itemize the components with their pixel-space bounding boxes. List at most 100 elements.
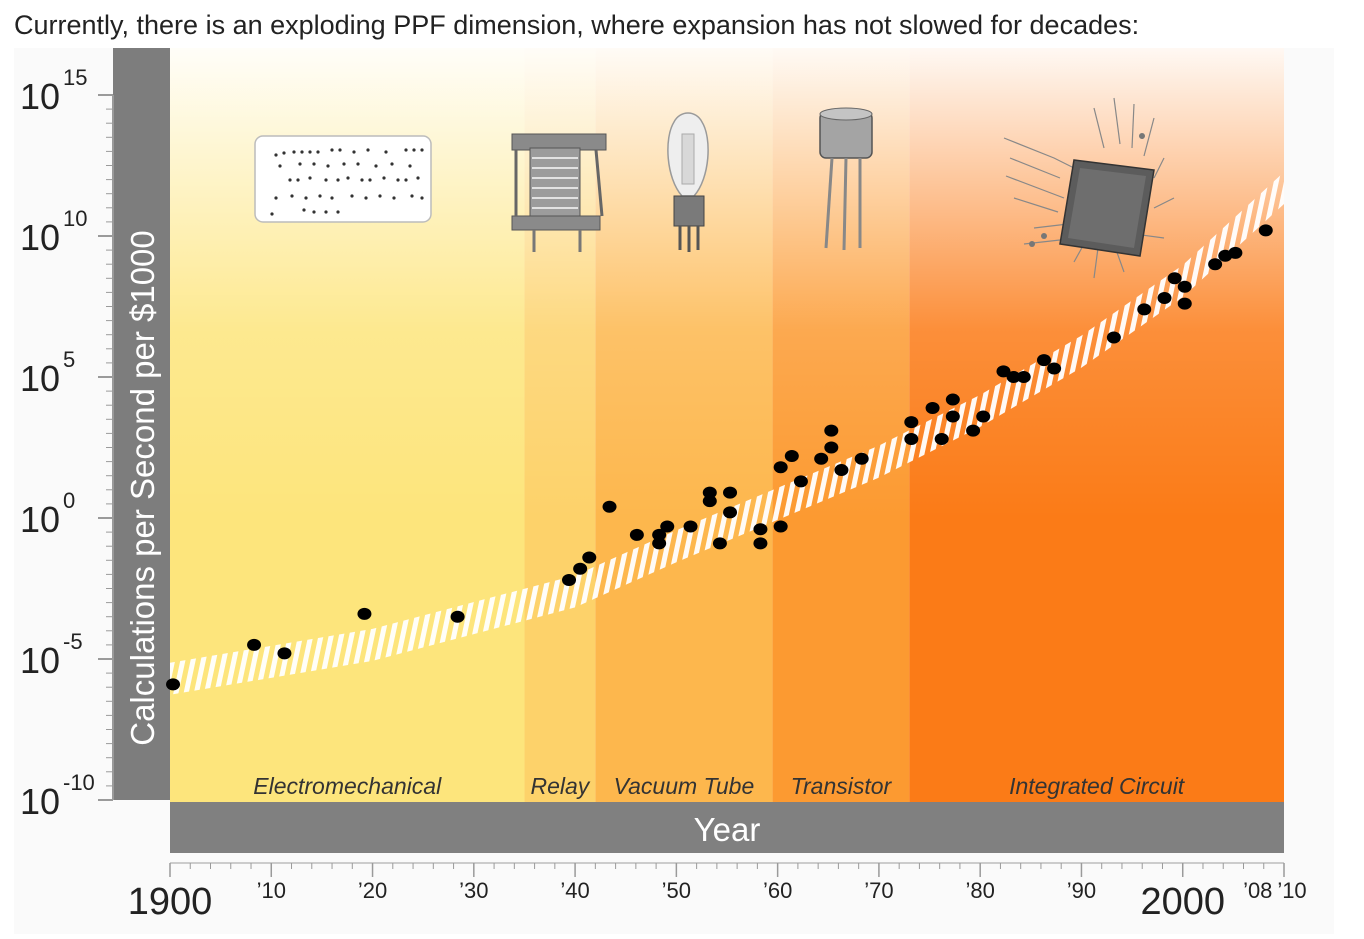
y-axis-title: Calculations per Second per $1000: [124, 230, 161, 746]
data-point: [1177, 280, 1192, 293]
y-tick-label: 10 -5: [20, 629, 83, 681]
data-points: [166, 224, 1273, 691]
relay-icon: [511, 133, 607, 252]
data-point: [562, 574, 577, 587]
data-point: [824, 424, 839, 437]
y-tick-base: 10: [20, 217, 60, 258]
x-tick-labels: 1900’10’20’30’40’50’60’70’80’90 2000’08’1…: [128, 878, 1307, 923]
data-point: [966, 424, 981, 437]
x-tick-label: ’60: [763, 878, 792, 903]
data-point: [582, 551, 597, 564]
data-point: [753, 523, 768, 536]
x-axis-bar: [170, 802, 1284, 853]
y-tick-base: 10: [20, 781, 60, 822]
data-point: [702, 486, 717, 499]
chart-figure: 10 15 10 10 10 5 10 0 10 -5 10 -10 Calculations per…: [14, 48, 1334, 934]
y-tick-exponent: -10: [63, 770, 95, 795]
era-label: Transistor: [791, 773, 893, 799]
y-tick-base: 10: [20, 640, 60, 681]
data-point: [166, 678, 181, 691]
y-axis-bar: [113, 48, 170, 800]
y-tick-exponent: -5: [63, 629, 83, 654]
vacuum-tube-icon: [667, 112, 709, 252]
data-point: [1177, 297, 1192, 310]
data-point: [723, 486, 738, 499]
data-point: [1106, 331, 1121, 344]
x-minor-ticks: [169, 863, 1285, 877]
data-point: [450, 610, 465, 623]
data-point: [660, 520, 675, 533]
x-axis-title: Year: [694, 811, 761, 848]
y-tick-base: 10: [20, 499, 60, 540]
data-point: [773, 461, 788, 474]
data-point: [702, 495, 717, 508]
x-tick-label: ’20: [358, 878, 387, 903]
y-tick-exponent: 15: [63, 65, 87, 90]
era-label: Relay: [530, 773, 590, 799]
x-tick-label: ’08: [1243, 878, 1272, 903]
punch-card-icon: [254, 135, 432, 223]
x-tick-label: ’10: [257, 878, 286, 903]
x-tick-label: ’30: [459, 878, 488, 903]
data-point: [945, 410, 960, 423]
x-tick-label: ’90: [1067, 878, 1096, 903]
x-tick-label: 1900: [128, 881, 213, 923]
x-tick-label: ’50: [662, 878, 691, 903]
data-point: [1157, 292, 1172, 305]
x-tick-label: 2000: [1140, 881, 1225, 923]
data-point: [1016, 371, 1031, 383]
data-point: [934, 433, 949, 446]
data-point: [1036, 354, 1051, 367]
y-tick-label: 10 0: [20, 488, 75, 540]
y-tick-exponent: 0: [63, 488, 75, 513]
data-point: [602, 500, 617, 513]
data-point: [1167, 272, 1182, 285]
data-point: [277, 647, 292, 660]
y-minor-ticks: [98, 94, 113, 801]
data-point: [753, 537, 768, 550]
y-tick-label: 10 5: [20, 347, 75, 399]
data-point: [652, 528, 667, 541]
y-tick-label: 10 15: [20, 65, 87, 117]
x-tick-label: ’40: [560, 878, 589, 903]
x-tick-label: ’70: [864, 878, 893, 903]
era-label: Integrated Circuit: [1009, 773, 1186, 799]
data-point: [1006, 371, 1021, 383]
y-tick-base: 10: [20, 358, 60, 399]
era-label: Electromechanical: [253, 773, 442, 799]
data-point: [793, 475, 808, 488]
data-point: [773, 520, 788, 533]
data-point: [904, 433, 919, 446]
data-point: [904, 416, 919, 429]
era-label: Vacuum Tube: [614, 773, 755, 799]
data-point: [629, 528, 644, 541]
y-tick-exponent: 5: [63, 347, 75, 372]
data-point: [814, 452, 829, 465]
data-point: [834, 464, 849, 477]
data-point: [784, 449, 799, 462]
data-point: [1137, 303, 1152, 316]
x-tick-label: ’10: [1277, 878, 1306, 903]
data-point: [357, 607, 372, 620]
y-tick-label: 10 -10: [20, 770, 95, 822]
caption: Currently, there is an exploding PPF dim…: [14, 10, 1140, 40]
data-point: [854, 452, 869, 465]
integrated-circuit-icon: [1003, 97, 1175, 279]
data-point: [683, 520, 698, 533]
data-point: [996, 365, 1011, 378]
y-tick-exponent: 10: [63, 206, 87, 231]
data-point: [652, 537, 667, 550]
era-labels: Electromechanical Relay Vacuum Tube Transis…: [253, 773, 1186, 799]
data-point: [1258, 224, 1273, 237]
data-point: [925, 402, 940, 415]
data-point: [712, 537, 727, 550]
data-point: [723, 506, 738, 519]
data-point: [247, 638, 262, 651]
data-point: [945, 393, 960, 406]
x-axis: Year 1900 ’10 ’20 ’30 ’40 ’50 ’60 ’70 ’80 ’90 2000…: [128, 802, 1307, 923]
data-point: [1047, 362, 1062, 375]
data-point: [573, 562, 588, 575]
